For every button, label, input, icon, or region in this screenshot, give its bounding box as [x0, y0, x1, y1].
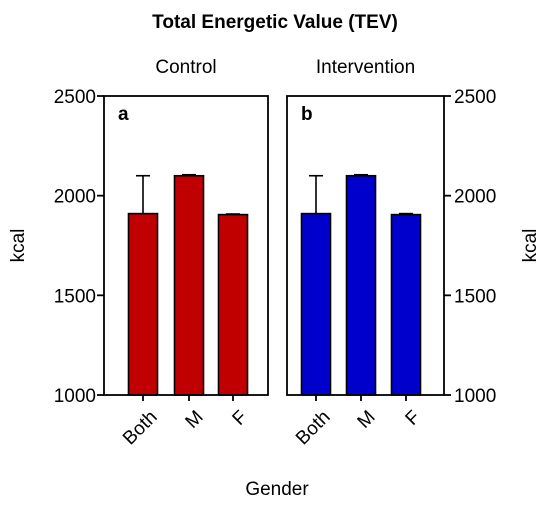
y-tick-label: 2500	[54, 87, 96, 108]
y-tick-label: 2500	[454, 87, 496, 108]
y-tick-label: 1500	[54, 286, 96, 307]
y-tick-label: 2000	[454, 187, 496, 208]
x-category-label: Both	[119, 407, 161, 449]
bar-both	[300, 212, 332, 396]
bar-m	[345, 174, 377, 396]
panel-title: Control	[155, 57, 216, 78]
x-category-label: Both	[292, 407, 334, 449]
x-category-label: M	[182, 407, 208, 433]
y-axis-label: kcal	[520, 229, 541, 263]
bar-f	[217, 213, 249, 396]
y-tick-label: 2000	[54, 187, 96, 208]
bar-f	[390, 213, 422, 396]
y-tick-label: 1500	[454, 286, 496, 307]
panel-letter: a	[118, 104, 129, 125]
chart-title: Total Energetic Value (TEV)	[152, 12, 398, 33]
panel-frame	[103, 95, 269, 396]
y-axis-label: kcal	[8, 229, 29, 263]
y-tick-label: 1000	[54, 386, 96, 407]
y-tick-label: 1000	[454, 386, 496, 407]
x-category-label: M	[354, 407, 380, 433]
x-category-label: F	[229, 407, 252, 430]
panel-b: Intervention b 1000 1500 2000 2500 kcal Both M F	[286, 57, 541, 449]
bar-m	[173, 174, 205, 396]
x-category-label: F	[402, 407, 425, 430]
bar-both	[127, 212, 159, 396]
panel-letter: b	[301, 104, 313, 125]
x-axis-label: Gender	[245, 479, 309, 500]
panel-frame	[286, 95, 445, 396]
panel-title: Intervention	[316, 57, 415, 78]
panel-a: Control a 1000 1500 2000 2500 kcal Both M F	[8, 57, 269, 449]
